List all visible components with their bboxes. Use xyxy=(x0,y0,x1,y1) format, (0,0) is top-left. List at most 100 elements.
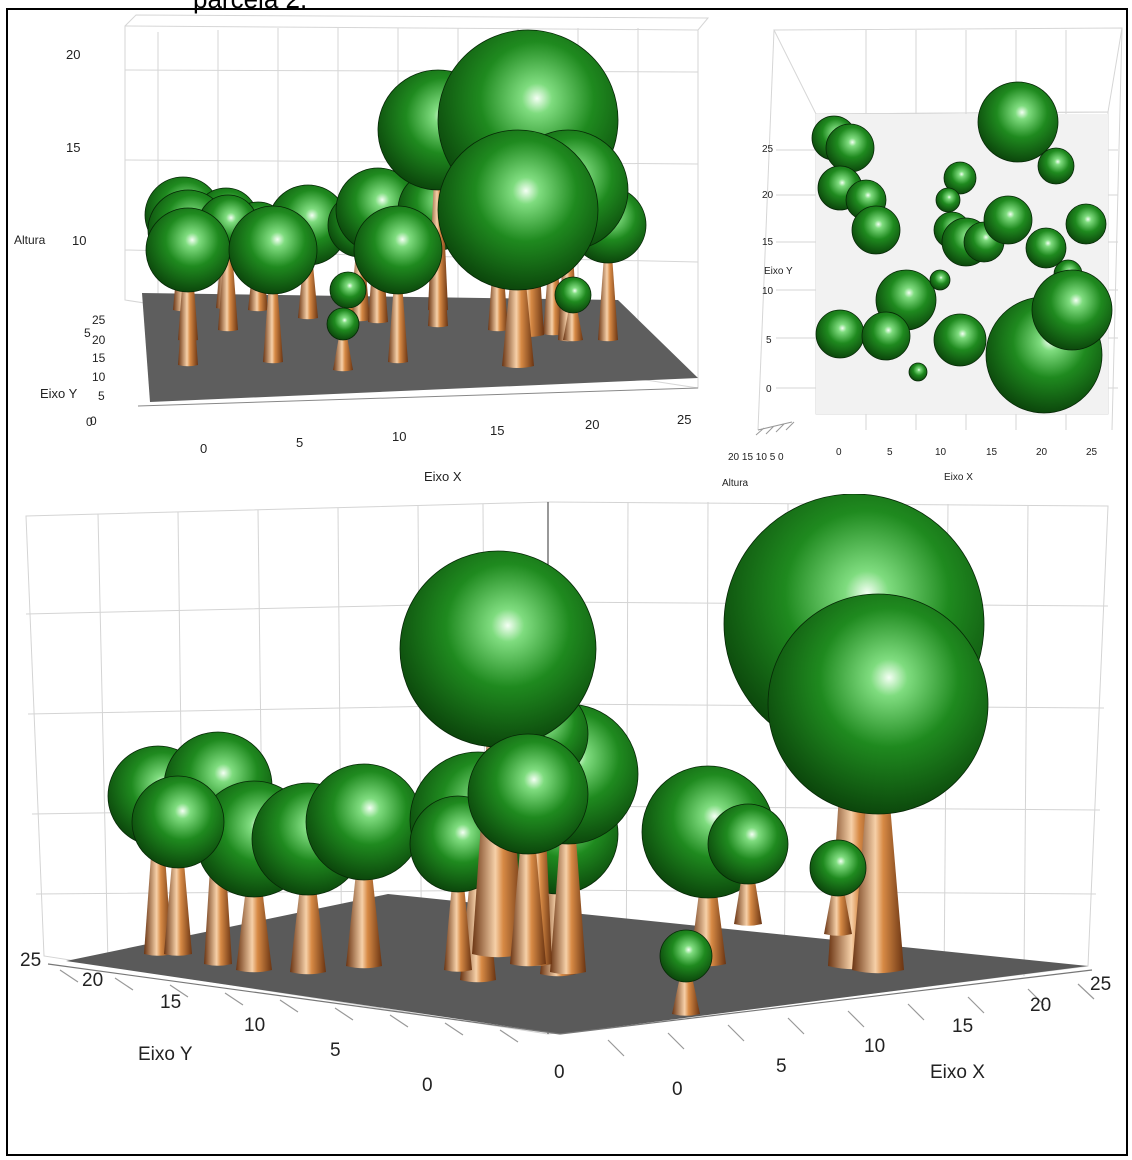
tree xyxy=(983,195,1033,245)
y-tick: 15 xyxy=(160,992,181,1013)
top-right-y-ticks: 0 5 10 15 20 25 xyxy=(762,144,774,395)
top-right-trees xyxy=(811,81,1113,414)
bottom-trees xyxy=(107,494,989,1016)
y-tick: 15 xyxy=(762,237,774,248)
tree-trunk xyxy=(598,247,618,342)
y-tick: 25 xyxy=(20,950,41,971)
tree xyxy=(305,763,423,969)
tree xyxy=(228,205,318,364)
x-tick: 25 xyxy=(1090,974,1111,995)
tree xyxy=(554,276,592,342)
tree-crown xyxy=(861,311,911,361)
tree-crown xyxy=(329,271,367,309)
x-tick: 15 xyxy=(986,447,998,458)
y-tick: 0 xyxy=(422,1075,433,1096)
x-tick: 25 xyxy=(1086,447,1098,458)
tree-trunk xyxy=(346,856,382,969)
tree xyxy=(1037,147,1075,185)
top-left-x-ticks: 0 5 10 15 20 25 xyxy=(200,412,691,456)
x-tick: 10 xyxy=(935,447,947,458)
tree-crown xyxy=(353,205,443,295)
x-axis-label: Eixo X xyxy=(424,469,462,484)
tree-crown xyxy=(131,775,225,869)
tree-crown xyxy=(825,123,875,173)
tree xyxy=(767,593,989,974)
tree xyxy=(809,839,867,936)
tree-crown xyxy=(851,205,901,255)
bottom-3d-view: 0 5 10 15 20 25 Eixo Y 0 0 5 10 15 20 25… xyxy=(20,494,1111,1100)
tree-trunk xyxy=(164,849,192,956)
y-tick: 0 xyxy=(766,384,772,395)
tree-crown xyxy=(1031,269,1113,351)
x-axis-label: Eixo X xyxy=(930,1062,985,1083)
tree-crown xyxy=(977,81,1059,163)
x-tick: 25 xyxy=(677,412,691,427)
tree xyxy=(908,362,928,382)
bottom-y-ticks: 0 5 10 15 20 25 xyxy=(20,950,433,1096)
x-tick: 20 xyxy=(1036,447,1048,458)
top-left-trees xyxy=(144,29,647,372)
y-tick: 5 xyxy=(766,335,772,346)
x-tick: 5 xyxy=(887,447,893,458)
tree xyxy=(131,775,225,956)
x-tick: 10 xyxy=(864,1036,885,1057)
tree-trunk xyxy=(263,276,283,364)
x-tick: 0 xyxy=(200,441,207,456)
x-tick: 5 xyxy=(776,1056,787,1077)
tree-crown xyxy=(929,269,951,291)
y-axis-label: Eixo Y xyxy=(764,266,793,277)
x-tick-marks xyxy=(607,983,1095,1057)
y-tick: 0 xyxy=(90,414,97,428)
tree-crown xyxy=(707,803,789,885)
tree-trunk xyxy=(236,873,272,973)
top-right-x-ticks: 0 5 10 15 20 25 xyxy=(836,447,1098,458)
tree-crown xyxy=(983,195,1033,245)
tree xyxy=(1025,227,1067,269)
tree xyxy=(467,733,589,967)
bottom-axes xyxy=(47,963,1093,1035)
tree xyxy=(145,207,231,367)
y-axis-label: Eixo Y xyxy=(40,386,78,401)
y-tick: 10 xyxy=(244,1015,265,1036)
tree-trunk xyxy=(178,275,198,367)
tree xyxy=(1065,203,1107,245)
tree-trunk xyxy=(550,816,586,975)
tree-crown xyxy=(809,839,867,897)
top-left-z-ticks: 20 15 10 xyxy=(66,47,86,248)
tree-trunk xyxy=(824,884,852,936)
tree-crown xyxy=(933,313,987,367)
tree xyxy=(935,187,961,213)
tree-trunk xyxy=(444,872,472,972)
tree-trunk xyxy=(388,276,408,364)
z-tick: 20 xyxy=(66,47,80,62)
tree xyxy=(437,129,599,368)
tree-crown xyxy=(943,161,977,195)
tree-crown xyxy=(767,593,989,815)
tree-crown xyxy=(908,362,928,382)
x-tick: 15 xyxy=(490,423,504,438)
tree xyxy=(1031,269,1113,351)
tree xyxy=(815,309,865,359)
tree-crown xyxy=(437,129,599,291)
y-tick: 20 xyxy=(762,190,774,201)
x-tick: 0 xyxy=(836,447,842,458)
z-tick: 0 xyxy=(86,415,93,429)
tree-trunk xyxy=(510,830,546,967)
x-axis-label: Eixo X xyxy=(944,472,973,483)
top-left-y-ticks: 5 25 20 15 10 5 0 0 xyxy=(84,313,106,429)
tree xyxy=(326,307,360,372)
y-tick: 25 xyxy=(92,313,106,327)
tree xyxy=(943,161,977,195)
tree-crown xyxy=(1025,227,1067,269)
figure-frame xyxy=(6,8,1128,1156)
bottom-x-ticks: 0 0 5 10 15 20 25 xyxy=(554,974,1111,1100)
z-ticks: 20 15 10 5 0 xyxy=(728,452,784,463)
z-tick: 15 xyxy=(66,140,80,155)
tree-crown xyxy=(399,550,597,748)
x-tick: 5 xyxy=(296,435,303,450)
tree-crown xyxy=(815,309,865,359)
x-tick: 0 xyxy=(672,1079,683,1100)
tree-crown xyxy=(935,187,961,213)
y-axis-label: Eixo Y xyxy=(138,1044,193,1065)
tree xyxy=(825,123,875,173)
